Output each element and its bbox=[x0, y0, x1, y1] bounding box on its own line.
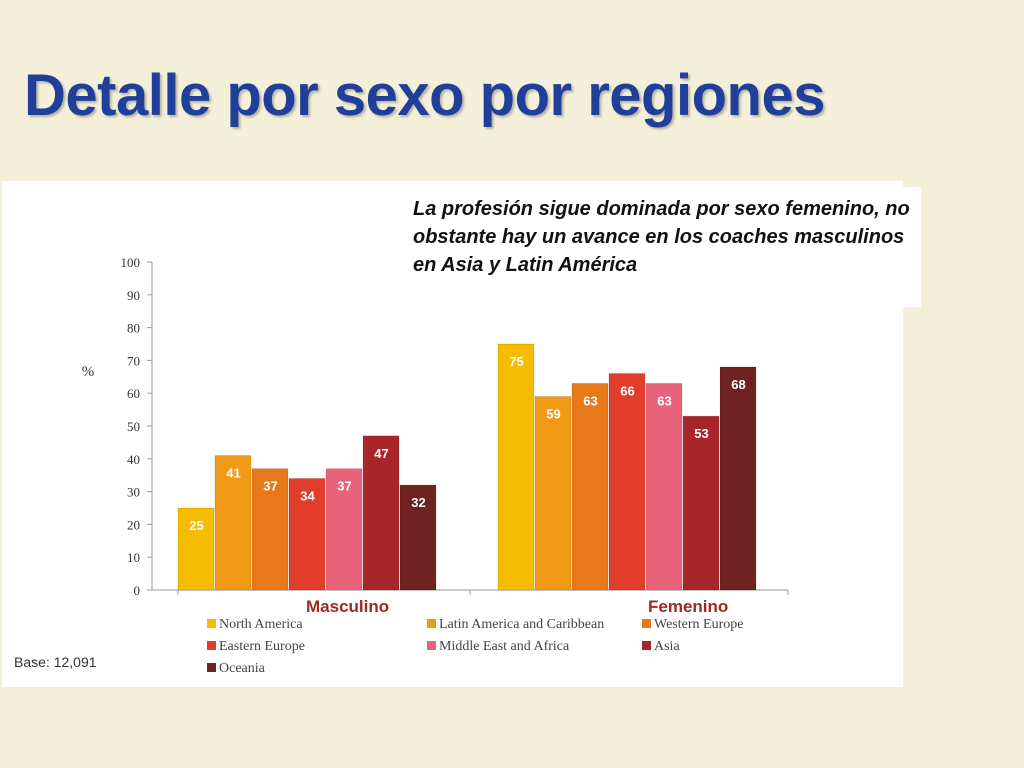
callout-text: La profesión sigue dominada por sexo fem… bbox=[413, 198, 910, 276]
bar-1-4 bbox=[645, 382, 683, 591]
legend-label: Eastern Europe bbox=[219, 639, 305, 654]
legend-label: Middle East and Africa bbox=[439, 639, 570, 654]
bar-1-6 bbox=[719, 366, 757, 591]
y-tick-label: 50 bbox=[127, 419, 140, 434]
bar-1-0 bbox=[497, 343, 535, 591]
legend-swatch bbox=[207, 619, 216, 628]
group-label-female: Femenino bbox=[648, 596, 738, 618]
y-tick-label: 0 bbox=[134, 583, 141, 598]
y-tick-label: 70 bbox=[127, 353, 140, 368]
legend-label: Latin America and Caribbean bbox=[439, 617, 604, 632]
group-label-male: Masculino bbox=[306, 596, 406, 618]
bar-value-label: 75 bbox=[509, 354, 523, 369]
slide-title: Detalle por sexo por regiones bbox=[24, 63, 825, 128]
legend-swatch bbox=[642, 619, 651, 628]
base-note: Base: 12,091 bbox=[14, 654, 97, 670]
y-tick-label: 60 bbox=[127, 386, 140, 401]
y-tick-label: 80 bbox=[127, 321, 140, 336]
legend-swatch bbox=[642, 641, 651, 650]
bar-value-label: 68 bbox=[731, 377, 745, 392]
legend-label: Western Europe bbox=[654, 617, 743, 632]
y-tick-label: 20 bbox=[127, 517, 140, 532]
bar-chart: 0 10 20 30 40 50 60 70 80 90 100% 25 75 41 59 37 63 34 66 3… bbox=[82, 255, 789, 676]
bar-value-label: 37 bbox=[263, 479, 277, 494]
bar-value-label: 63 bbox=[583, 393, 597, 408]
y-tick-label: 100 bbox=[121, 255, 141, 270]
bar-value-label: 53 bbox=[694, 426, 708, 441]
legend-swatch bbox=[207, 641, 216, 650]
bar-0-0 bbox=[177, 507, 215, 591]
bar-0-5 bbox=[362, 435, 400, 591]
bar-0-4 bbox=[325, 468, 363, 591]
legend-swatch bbox=[427, 641, 436, 650]
bar-value-label: 59 bbox=[546, 406, 560, 421]
bar-1-3 bbox=[608, 373, 646, 591]
bar-value-label: 66 bbox=[620, 384, 634, 399]
bar-0-1 bbox=[214, 455, 252, 591]
bar-0-3 bbox=[288, 477, 326, 591]
bar-value-label: 25 bbox=[189, 518, 203, 533]
bar-0-6 bbox=[399, 484, 437, 591]
y-tick-label: 10 bbox=[127, 550, 140, 565]
y-tick-label: 40 bbox=[127, 452, 140, 467]
bar-value-label: 41 bbox=[226, 466, 240, 481]
y-tick-label: 90 bbox=[127, 288, 140, 303]
bar-value-label: 37 bbox=[337, 479, 351, 494]
bar-1-5 bbox=[682, 415, 720, 591]
legend-swatch bbox=[207, 663, 216, 672]
legend-label: Asia bbox=[654, 639, 680, 654]
bar-value-label: 32 bbox=[411, 495, 425, 510]
bar-0-2 bbox=[251, 468, 289, 591]
bar-1-1 bbox=[534, 395, 572, 591]
legend-swatch bbox=[427, 619, 436, 628]
bar-value-label: 63 bbox=[657, 393, 671, 408]
legend-label: Oceania bbox=[219, 661, 266, 676]
legend-label: North America bbox=[219, 617, 303, 632]
callout-box: La profesión sigue dominada por sexo fem… bbox=[403, 187, 921, 307]
bar-value-label: 47 bbox=[374, 446, 388, 461]
bar-value-label: 34 bbox=[300, 488, 315, 503]
bar-1-2 bbox=[571, 382, 609, 591]
y-axis-label: % bbox=[82, 364, 95, 380]
y-tick-label: 30 bbox=[127, 485, 140, 500]
